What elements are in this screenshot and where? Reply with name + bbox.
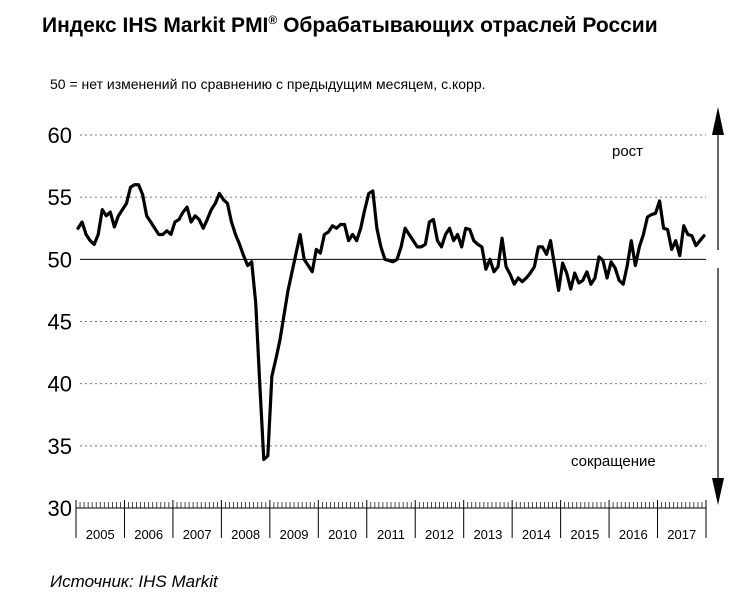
grid-lines [80, 134, 706, 447]
y-tick-label: 30 [48, 496, 72, 521]
title-rest: Обрабатывающих отраслей России [277, 14, 658, 37]
y-tick-label: 35 [48, 434, 72, 459]
x-tick-label: 2012 [425, 527, 454, 542]
contraction-arrow [712, 268, 724, 505]
source-note: Источник: IHS Markit [50, 572, 218, 591]
y-axis-ticks: 30 35 40 45 50 55 60 [48, 123, 72, 521]
series-line [76, 183, 706, 462]
chart-subtitle: 50 = нет изменений по сравнению с предыд… [50, 76, 486, 92]
x-tick-label: 2006 [134, 527, 163, 542]
y-tick-label: 55 [48, 185, 72, 210]
title-main: Индекс IHS Markit PMI [42, 14, 269, 37]
chart-title: Индекс IHS Markit PMI® Обрабатывающих от… [42, 14, 658, 38]
x-tick-label: 2017 [667, 527, 696, 542]
registered-mark: ® [268, 13, 278, 27]
growth-arrow [712, 107, 724, 250]
y-tick-label: 45 [48, 310, 72, 335]
x-tick-label: 2014 [522, 527, 551, 542]
x-tick-label: 2007 [183, 527, 212, 542]
x-tick-label: 2016 [619, 527, 648, 542]
y-tick-label: 60 [48, 123, 72, 148]
x-tick-label: 2008 [231, 527, 260, 542]
x-tick-label: 2011 [377, 527, 405, 542]
y-tick-label: 50 [48, 247, 72, 272]
x-axis: 2005 2006 2007 2008 2009 2010 2011 2012 2013 2014… [75, 500, 707, 542]
x-tick-label: 2009 [280, 527, 309, 542]
x-tick-label: 2013 [473, 527, 502, 542]
x-tick-label: 2010 [328, 527, 357, 542]
y-tick-label: 40 [48, 372, 72, 397]
x-tick-label: 2015 [570, 527, 599, 542]
annotation-contraction: сокращение [571, 453, 656, 470]
annotation-growth: рост [612, 143, 643, 160]
x-tick-label: 2005 [86, 527, 115, 542]
